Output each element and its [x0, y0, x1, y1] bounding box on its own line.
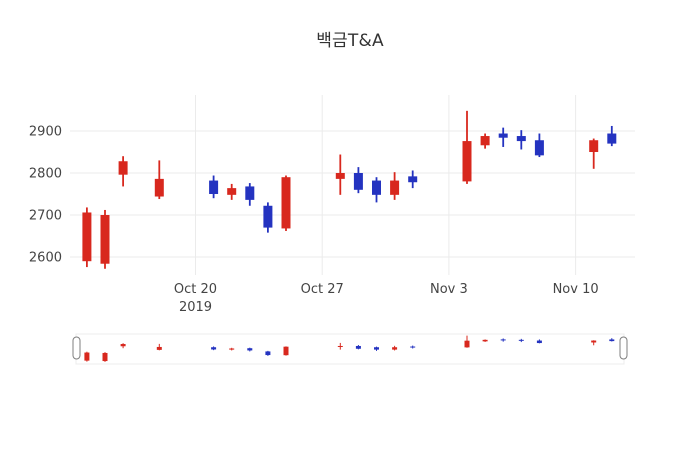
x-tick-label: Nov 10: [553, 282, 599, 297]
candle-mini: [500, 338, 506, 342]
candle-mini: [102, 352, 108, 362]
rangeslider-candles: [84, 335, 615, 362]
x-tick-label: Nov 3: [430, 282, 468, 297]
candle: [607, 125, 617, 147]
candle: [100, 209, 110, 269]
plot-area[interactable]: [70, 95, 635, 275]
y-tick-label: 2800: [29, 167, 62, 182]
candle-mini: [156, 343, 162, 351]
candle: [498, 127, 508, 147]
candle-mini: [410, 345, 416, 349]
candle: [516, 130, 526, 150]
candle: [462, 110, 472, 184]
rangeslider-right-handle[interactable]: [619, 336, 628, 360]
candle: [118, 156, 128, 187]
y-axis-labels: 2600 2700 2800 2900: [29, 125, 62, 266]
y-tick-label: 2700: [29, 209, 62, 224]
candle: [589, 138, 599, 169]
x-tick-label: Oct 27: [301, 282, 344, 297]
candle: [281, 175, 291, 231]
candle: [372, 177, 381, 203]
y-tick-label: 2600: [29, 251, 62, 266]
candle-mini: [392, 345, 398, 351]
candle-mini: [120, 343, 126, 349]
candle: [263, 202, 273, 233]
y-tick-label: 2900: [29, 125, 62, 140]
candle: [353, 167, 363, 194]
candle-mini: [337, 342, 343, 350]
main-candles: [82, 110, 617, 269]
candle: [82, 207, 92, 268]
candle: [227, 183, 237, 200]
candle-mini: [518, 338, 524, 343]
candle-mini: [283, 346, 289, 356]
candle: [534, 133, 544, 158]
candle-mini: [84, 351, 90, 362]
candle-mini: [464, 335, 470, 348]
candle: [154, 160, 164, 200]
candle-mini: [609, 338, 615, 342]
candle-mini: [247, 347, 253, 352]
gridlines: [70, 95, 635, 275]
candle: [209, 175, 219, 199]
x-tick-label: Oct 20: [174, 282, 217, 297]
candle-mini: [536, 339, 542, 344]
candle: [408, 170, 418, 189]
candle: [480, 133, 490, 149]
candle-mini: [229, 347, 235, 351]
candle-mini: [591, 340, 597, 346]
candle-mini: [374, 346, 379, 351]
chart-title: 백금T&A: [316, 31, 384, 51]
candle: [335, 154, 345, 195]
x-tick-sublabel: 2019: [179, 300, 212, 315]
candle: [245, 183, 255, 206]
x-axis-labels: Oct 20 2019 Oct 27 Nov 3 Nov 10: [174, 282, 599, 315]
candle: [390, 172, 400, 200]
rangeslider-left-handle[interactable]: [72, 336, 81, 360]
candle-mini: [482, 339, 488, 342]
candle-mini: [211, 346, 217, 351]
candle-mini: [355, 345, 361, 350]
candle-mini: [265, 350, 271, 356]
